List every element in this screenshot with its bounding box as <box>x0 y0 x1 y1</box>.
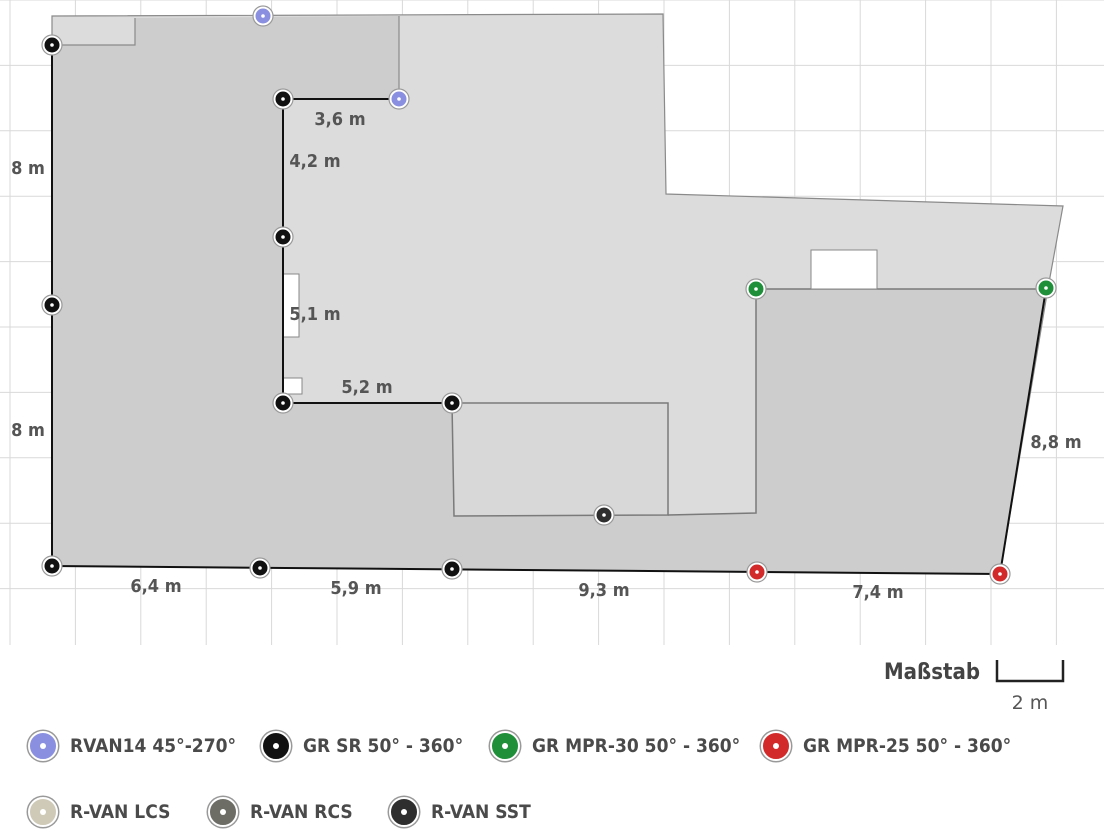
legend-swatch <box>208 797 238 827</box>
legend-swatch <box>28 731 58 761</box>
legend-label: GR SR 50° - 360° <box>303 735 464 757</box>
sprinkler-head-rvan14 <box>388 88 410 110</box>
legend-swatch <box>761 731 791 761</box>
dimension-label: 3,6 m <box>314 109 365 130</box>
sprinkler-head-gr-sr <box>41 294 63 316</box>
sprinkler-head-gr-mpr-30 <box>745 278 767 300</box>
dimension-label: 8,8 m <box>1030 432 1081 453</box>
sprinkler-head-gr-mpr-25 <box>989 563 1011 585</box>
dimension-label: 8 m <box>11 420 45 441</box>
dimension-label: 5,1 m <box>289 304 340 325</box>
sprinkler-heads <box>41 5 1057 585</box>
zone-inner <box>451 402 669 517</box>
scale-line <box>995 660 1065 683</box>
legend-label: R-VAN LCS <box>70 801 171 823</box>
legend-item-gr-mpr-30: GR MPR-30 50° - 360° <box>490 726 740 766</box>
sprinkler-head-rvan14 <box>252 5 274 27</box>
dimension-label: 6,4 m <box>130 576 181 597</box>
legend-label: GR MPR-25 50° - 360° <box>803 735 1012 757</box>
legend-label: RVAN14 45°-270° <box>70 735 237 757</box>
sprinkler-head-gr-sr <box>441 392 463 414</box>
sprinkler-head-gr-sr <box>249 557 271 579</box>
legend-swatch <box>261 731 291 761</box>
legend-item-gr-mpr-25: GR MPR-25 50° - 360° <box>761 726 1011 766</box>
dimension-label: 8 m <box>11 158 45 179</box>
obstacle <box>810 249 878 290</box>
legend-label: GR MPR-30 50° - 360° <box>532 735 741 757</box>
zone-outline <box>52 18 136 46</box>
legend-item-r-van-lcs: R-VAN LCS <box>28 792 170 832</box>
legend-swatch <box>490 731 520 761</box>
dimension-label: 5,9 m <box>330 578 381 599</box>
dimension-label: 4,2 m <box>289 151 340 172</box>
zone-left <box>52 16 452 569</box>
sprinkler-head-gr-sr <box>272 88 294 110</box>
legend-item-r-van-rcs: R-VAN RCS <box>208 792 353 832</box>
legend-label: R-VAN SST <box>431 801 531 823</box>
zone-outline <box>667 288 1046 516</box>
dimension-label: 5,2 m <box>341 377 392 398</box>
legend-label: R-VAN RCS <box>250 801 353 823</box>
legend: RVAN14 45°-270° GR SR 50° - 360° GR MPR-… <box>0 720 1104 837</box>
sprinkler-head-gr-sr <box>41 34 63 56</box>
sprinkler-head-gr-sr <box>441 558 463 580</box>
obstacle <box>282 377 303 395</box>
scale-bar: Maßstab 2 m <box>884 660 1065 714</box>
scale-title: Maßstab <box>884 660 980 685</box>
sprinkler-head-r-van-sst <box>593 504 615 526</box>
garden-plan: 3,6 m 8 m 4,2 m 5,1 m 5,2 m 8 m 8,8 m 6,… <box>0 0 1104 714</box>
sprinkler-head-gr-mpr-25 <box>746 561 768 583</box>
dimension-label: 7,4 m <box>852 582 903 603</box>
sprinkler-head-gr-sr <box>272 226 294 248</box>
scale-value: 2 m <box>1012 692 1049 714</box>
dimension-label: 9,3 m <box>578 580 629 601</box>
sprinkler-head-gr-sr <box>272 392 294 414</box>
legend-item-r-van-sst: R-VAN SST <box>389 792 531 832</box>
legend-swatch <box>389 797 419 827</box>
legend-item-gr-sr: GR SR 50° - 360° <box>261 726 463 766</box>
sprinkler-head-gr-sr <box>41 555 63 577</box>
legend-swatch <box>28 797 58 827</box>
sprinkler-head-gr-mpr-30 <box>1035 277 1057 299</box>
legend-item-rvan14: RVAN14 45°-270° <box>28 726 236 766</box>
